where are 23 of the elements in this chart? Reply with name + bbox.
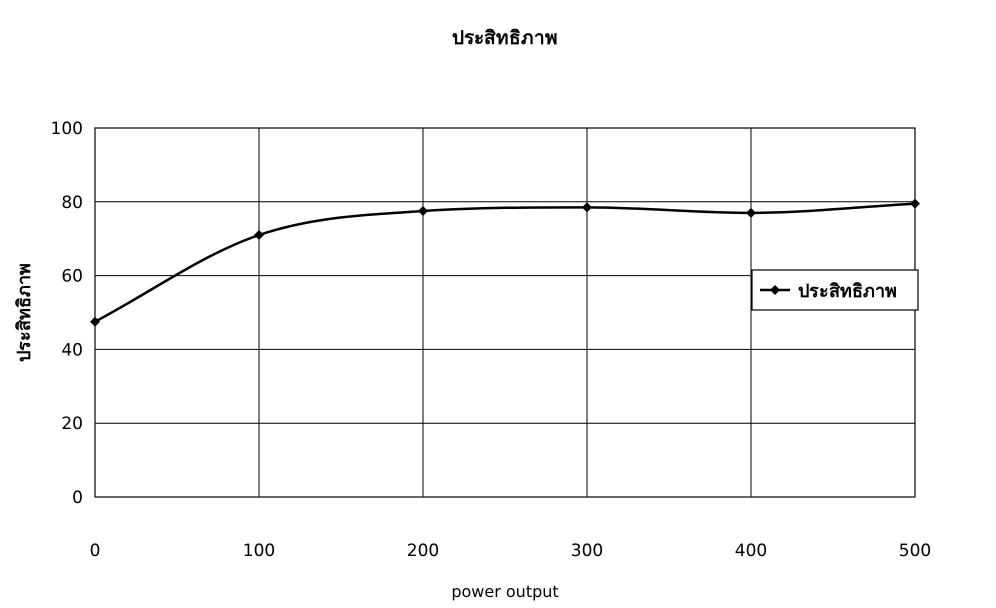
x-tick-label: 200 [406,541,440,561]
point [582,202,592,212]
x-tick-label: 0 [90,541,100,561]
x-tick-label: 400 [734,541,768,561]
chart-title: ประสิทธิภาพ [452,27,558,49]
y-axis-title: ประสิทธิภาพ [14,263,35,362]
point [910,198,920,209]
point [254,230,264,240]
y-tick-label: 60 [61,266,83,287]
y-tick-label: 80 [61,192,83,213]
x-tick-label: 300 [570,541,604,561]
y-tick-label: 100 [50,119,83,139]
x-axis-title: power output [451,582,559,601]
y-tick-label: 40 [61,340,83,360]
y-tick-label: 0 [72,488,83,508]
point [746,208,756,218]
x-tick-label: 500 [898,541,932,561]
y-tick-label: 20 [61,414,83,434]
x-tick-label: 100 [242,541,276,561]
legend-label: ประสิทธิภาพ [798,281,897,302]
legend: ประสิทธิภาพ [751,269,919,311]
point [418,206,428,216]
point [90,316,100,327]
